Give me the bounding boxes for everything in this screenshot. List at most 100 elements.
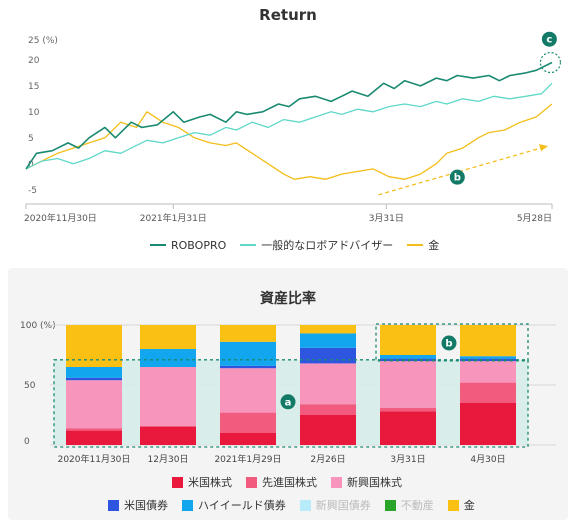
y-unit-label: 100 (%) [20, 321, 56, 331]
bar-segment [140, 427, 196, 445]
x-tick-label: 12月30日 [148, 454, 189, 465]
legend-item-us-stocks: 米国株式 [172, 474, 232, 490]
legend-label-gold: 金 [428, 239, 440, 252]
y-tick-label: 5 [28, 134, 34, 144]
allocation-panel: 資産比率 100 (%) 50 0 2020年11月30日 12月30日 2021年1月2… [8, 268, 568, 520]
legend-swatch-us-stocks [172, 476, 183, 488]
bar-segment [460, 325, 516, 357]
bar-segment [460, 356, 516, 359]
legend-label-us-bonds: 米国債券 [124, 499, 168, 512]
legend-label-robo-advisor: 一般的なロボアドバイザー [261, 239, 394, 252]
x-tick-label: 3月31日 [369, 213, 404, 224]
trend-arrow-head [539, 144, 549, 152]
bar-segment [140, 367, 196, 426]
legend-item-real-estate: 不動産 [384, 497, 434, 513]
annotation-c-label: c [546, 35, 552, 46]
allocation-chart-title: 資産比率 [260, 291, 316, 307]
y-tick-label: 20 [28, 56, 40, 66]
legend-item-robo-advisor: 一般的なロボアドバイザー [240, 237, 393, 253]
legend-item-emerging-bonds: 新興国債券 [299, 497, 371, 513]
bar-segment [380, 355, 436, 359]
x-tick-label: 2021年1月31日 [140, 212, 207, 224]
bar-segment [66, 367, 122, 378]
legend-label-emerging-stocks: 新興国株式 [347, 476, 402, 489]
y-tick-label: -5 [28, 186, 37, 196]
bar-segment [300, 325, 356, 334]
bar-segment [66, 325, 122, 367]
x-tick-label: 4月30日 [470, 454, 505, 465]
legend-item-robopro: ROBOPRO [150, 239, 226, 252]
bar-segment [460, 361, 516, 383]
bar-segment [220, 325, 276, 342]
allocation-chart: 100 (%) 50 0 2020年11月30日 12月30日 2021年1月29日 2月2… [20, 321, 556, 465]
y-tick-label: 50 [24, 381, 36, 391]
annotation-b-circle [441, 335, 457, 351]
legend-item-us-bonds: 米国債券 [108, 497, 168, 513]
legend-item-emerging-stocks: 新興国株式 [331, 474, 402, 490]
legend-swatch-gold-asset [447, 499, 459, 511]
bar-segment [140, 325, 196, 349]
series-line-1 [25, 82, 553, 170]
legend-item-high-yield: ハイイールド債券 [182, 497, 286, 513]
bar-segment [220, 365, 276, 369]
y-tick-label: 0 [24, 437, 30, 447]
bar-segment [140, 349, 196, 367]
legend-label-robopro: ROBOPRO [171, 238, 227, 252]
x-tick-label: 2020年11月30日 [58, 453, 131, 465]
legend-label-developed-stocks: 先進国株式 [262, 476, 317, 489]
bar-segment [300, 404, 356, 415]
bar-segment [66, 428, 122, 431]
bar-segment [380, 361, 436, 408]
bar-segment [66, 377, 122, 381]
bar-segment [220, 433, 276, 445]
series-line-0 [25, 61, 553, 170]
bar-segment [140, 425, 196, 427]
legend-label-high-yield: ハイイールド債券 [198, 499, 286, 512]
legend-swatch-gold [407, 244, 424, 246]
allocation-legend-row1: 米国株式 先進国株式 新興国株式 [172, 474, 416, 490]
bar-segment [66, 380, 122, 429]
bar-segment [380, 411, 436, 445]
allocation-legend-row2: 米国債券 ハイイールド債券 新興国債券 不動産 金 [108, 497, 489, 513]
y-tick-label: 10 [28, 108, 40, 118]
x-tick-label: 2021年1月29日 [214, 453, 281, 465]
legend-swatch-robo-advisor [240, 244, 257, 246]
bar-segment [220, 412, 276, 433]
annotation-b-label: b [445, 339, 452, 350]
bar-segment [380, 325, 436, 355]
bar-segment [300, 363, 356, 405]
bar-segment [300, 347, 356, 364]
annotation-a-circle [280, 394, 296, 410]
legend-label-us-stocks: 米国株式 [188, 476, 232, 489]
legend-item-developed-stocks: 先進国株式 [246, 474, 317, 490]
bar-segment [220, 368, 276, 413]
legend-swatch-robopro [150, 244, 166, 246]
legend-label-emerging-bonds: 新興国債券 [315, 499, 371, 512]
return-chart: 25 (%) 20 15 10 5 0 -5 2020年11月30日 2021年1月31日 3月3… [24, 31, 562, 224]
highlight-outline-a [53, 359, 529, 448]
bar-segment [460, 382, 516, 403]
y-tick-label: 15 [28, 82, 39, 92]
x-tick-label: 5月28日 [517, 213, 552, 224]
legend-swatch-emerging-bonds [299, 499, 311, 511]
return-chart-title: Return [259, 6, 317, 24]
annotation-b-label: b [454, 173, 461, 184]
legend-label-real-estate: 不動産 [400, 499, 434, 512]
y-tick-label: 0 [28, 160, 34, 170]
annotation-a-label: a [285, 397, 292, 408]
bar-segment [460, 403, 516, 445]
bar-segment [66, 430, 122, 445]
bar-segment [380, 407, 436, 412]
legend-swatch-us-bonds [108, 499, 119, 511]
x-tick-label: 2020年11月30日 [24, 212, 97, 224]
x-tick-label: 3月31日 [390, 454, 425, 465]
legend-item-gold: 金 [407, 237, 439, 253]
series-line-2 [25, 103, 553, 180]
bar-segment [300, 415, 356, 445]
return-legend: ROBOPRO 一般的なロボアドバイザー 金 [150, 237, 453, 253]
x-tick-label: 2月26日 [310, 454, 345, 465]
return-panel: Return 25 (%) 20 15 10 5 0 -5 2020年11月30日 2021年1… [24, 6, 562, 253]
y-unit-label: 25 (%) [28, 36, 58, 46]
annotation-c-circle [541, 31, 557, 47]
legend-swatch-emerging-stocks [331, 476, 342, 488]
